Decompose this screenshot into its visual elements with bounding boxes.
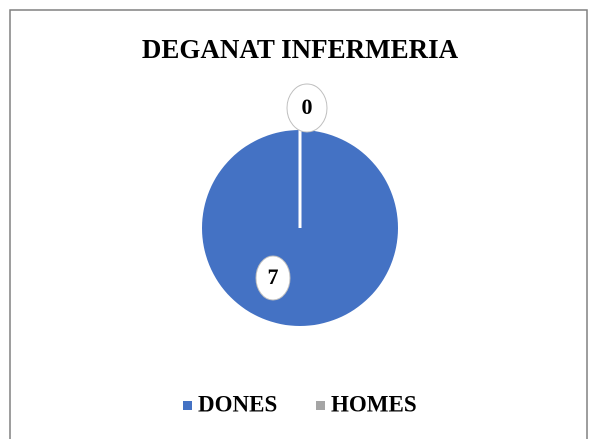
legend-swatch xyxy=(316,401,325,410)
legend-label: HOMES xyxy=(331,391,417,416)
data-label-bubble xyxy=(286,83,328,133)
chart-title: DEGANAT INFERMERIA xyxy=(142,34,459,64)
data-label: 7 xyxy=(268,264,279,289)
data-label: 0 xyxy=(302,94,313,119)
legend-swatch xyxy=(183,401,192,410)
legend-label: DONES xyxy=(198,391,277,416)
data-label-bubble xyxy=(255,255,291,301)
